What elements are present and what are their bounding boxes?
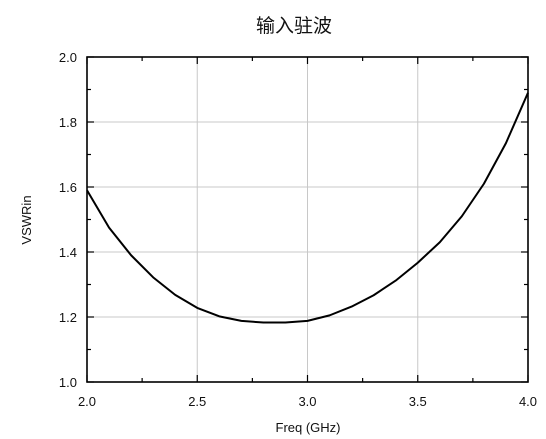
x-tick-labels: 2.0 2.5 3.0 3.5 4.0	[78, 394, 537, 409]
y-tick-label: 1.0	[59, 375, 77, 390]
y-tick-labels: 1.0 1.2 1.4 1.6 1.8 2.0	[59, 50, 77, 390]
y-axis-label: VSWRin	[19, 195, 34, 244]
x-tick-label: 4.0	[519, 394, 537, 409]
x-tick-label: 2.5	[188, 394, 206, 409]
x-axis-label: Freq (GHz)	[276, 420, 341, 435]
chart-title: 输入驻波	[256, 15, 332, 37]
axis-ticks	[86, 56, 529, 383]
y-tick-label: 2.0	[59, 50, 77, 65]
plot-frame	[86, 56, 529, 383]
x-tick-label: 3.0	[298, 394, 316, 409]
x-tick-label: 3.5	[409, 394, 427, 409]
series-group	[86, 92, 529, 324]
y-tick-label: 1.8	[59, 115, 77, 130]
y-tick-label: 1.2	[59, 310, 77, 325]
vswr-series-line	[86, 92, 529, 324]
grid-lines	[87, 57, 528, 382]
x-tick-label: 2.0	[78, 394, 96, 409]
y-tick-label: 1.6	[59, 180, 77, 195]
y-tick-label: 1.4	[59, 245, 77, 260]
